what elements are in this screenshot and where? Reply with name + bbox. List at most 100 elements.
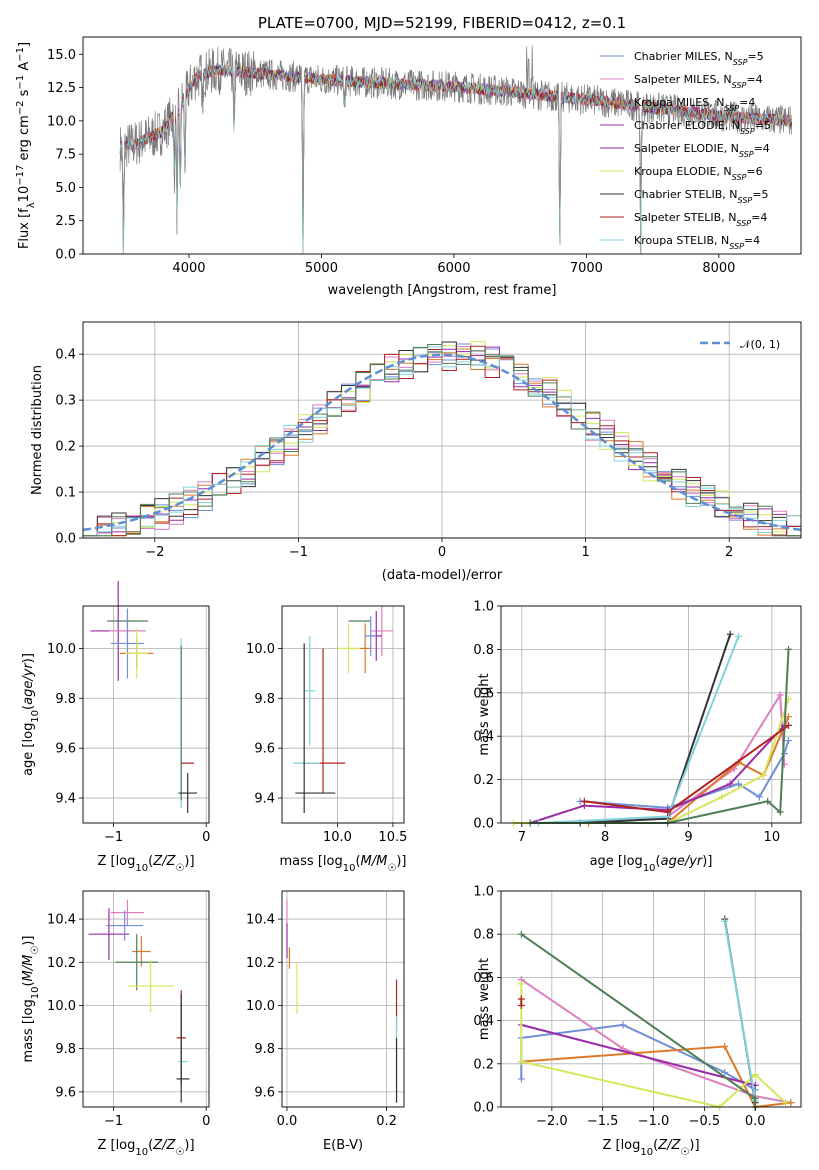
axes-frame [281, 890, 405, 1108]
weight-series-line [529, 724, 786, 824]
x-axis-label: age [log10(age/yr)] [590, 854, 713, 874]
y-tick-label: 9.4 [55, 792, 76, 807]
weight-series-line [521, 1045, 791, 1109]
weight-point-marker [517, 980, 525, 988]
y-tick-label: 0.0 [55, 532, 76, 547]
x-tick-label: 5000 [305, 261, 338, 276]
mass_vs_Z-panel: −1 0 9.6 9.8 10.0 10.2 10.4 Z [log10(Z/Z☉)] mass… [21, 890, 210, 1158]
model-spectrum-line [119, 64, 792, 254]
model-spectrum-line [119, 65, 793, 254]
y-tick-label: 0.4 [473, 730, 494, 745]
weight-point-marker [785, 713, 792, 721]
axes-frame [82, 605, 210, 824]
y-tick-label: 10.0 [47, 642, 76, 657]
x-axis-label: E(B-V) [323, 1138, 363, 1153]
y-tick-label: 10.2 [47, 956, 76, 971]
x-tick-label: −1 [104, 830, 123, 845]
legend-label: Chabrier ELODIE, NSSP=5 [634, 119, 771, 136]
weight-point-marker [785, 645, 792, 653]
x-tick-label: −1 [104, 1114, 123, 1129]
x-tick-label: 2 [725, 545, 733, 560]
y-axis-label: age [log10(age/yr)] [21, 653, 41, 776]
weight-point-marker [721, 1043, 729, 1051]
age_vs_mass-panel: 10.0 10.5 9.4 9.6 9.8 10.0 mass [log10(M/M☉)] [246, 605, 407, 874]
x-tick-label: 0.2 [376, 1114, 397, 1129]
histogram-series [83, 343, 801, 537]
x-tick-label: 1 [581, 545, 589, 560]
weight-point-marker [785, 737, 792, 745]
y-tick-label: 12.5 [47, 81, 76, 96]
y-tick-label: 9.8 [55, 692, 76, 707]
weight-point-marker [517, 1075, 525, 1083]
weight-point-marker [755, 793, 763, 801]
x-tick-label: −0.5 [689, 1114, 721, 1129]
axes-frame [82, 890, 210, 1108]
y-tick-label: 5.0 [55, 181, 76, 196]
axes-frame [281, 605, 405, 824]
y-tick-label: 7.5 [55, 148, 76, 163]
x-axis-label: wavelength [Angstrom, rest frame] [328, 283, 557, 298]
y-tick-label: 10.0 [47, 114, 76, 129]
legend-label: Salpeter STELIB, NSSP=4 [634, 211, 767, 228]
x-tick-label: −1 [289, 545, 308, 560]
x-tick-label: 10.5 [378, 830, 407, 845]
y-tick-label: 0.2 [55, 440, 76, 455]
y-tick-label: 9.8 [254, 692, 275, 707]
spectrum-plot [119, 45, 793, 254]
x-tick-label: 0 [438, 545, 446, 560]
weight-point-marker [721, 917, 729, 925]
y-tick-label: 9.8 [55, 1042, 76, 1057]
y-axis-label: mass [log10(M/M☉)] [21, 936, 41, 1063]
weight-point-marker [718, 793, 726, 801]
y-tick-label: 9.6 [254, 1085, 275, 1100]
weight-point-marker [782, 1099, 790, 1107]
weight-point-marker [785, 721, 792, 729]
x-tick-label: 7 [518, 830, 526, 845]
weight-point-marker [760, 771, 767, 779]
spectrum-legend: Chabrier MILES, NSSP=5 Salpeter MILES, NS… [600, 50, 771, 251]
x-tick-label: 0 [202, 830, 210, 845]
y-tick-label: 9.6 [254, 742, 275, 757]
y-tick-label: 0.8 [473, 643, 494, 658]
y-tick-label: 2.5 [55, 214, 76, 229]
axes-frame [500, 890, 802, 1108]
y-tick-label: 0.6 [473, 971, 494, 986]
legend-label: 𝒩(0, 1) [740, 338, 780, 351]
x-tick-label: 7000 [570, 261, 603, 276]
x-tick-label: 10 [764, 830, 781, 845]
y-tick-label: 15.0 [47, 48, 76, 63]
weight-point-marker [517, 1058, 525, 1066]
y-tick-label: 0.6 [473, 686, 494, 701]
x-axis-label: Z [log10(Z/Z☉)] [97, 1138, 194, 1158]
spectrum-panel: 4000 5000 6000 7000 8000 0.0 2.5 5.0 7.5 10.0 12.5… [15, 36, 802, 298]
x-tick-label: 10.0 [323, 830, 352, 845]
y-tick-label: 10.0 [246, 642, 275, 657]
weight-point-marker [517, 930, 525, 938]
gaussian-curve [82, 353, 802, 532]
legend-label: Chabrier STELIB, NSSP=5 [634, 188, 768, 205]
weight_vs_age-panel: 7 8 9 10 0.0 0.2 0.4 0.6 0.8 1.0 age [log10(age/yr… [473, 600, 802, 874]
weight-series-line [513, 698, 790, 824]
x-tick-label: 0.0 [745, 1114, 766, 1129]
x-tick-label: 4000 [172, 261, 205, 276]
y-axis-label: Flux [fλ10−17 erg cm−2 s−1 A−1] [15, 42, 37, 249]
residual-panel: −2 −1 0 1 2 0.0 0.1 0.2 0.3 0.4 (data-model)/error… [30, 321, 802, 583]
legend-label: Kroupa ELODIE, NSSP=6 [634, 165, 763, 182]
age_vs_Z-panel: −1 0 9.4 9.6 9.8 10.0 Z [log10(Z/Z☉)] age [log1… [21, 581, 210, 874]
axes-frame [500, 605, 802, 824]
figure-title: PLATE=0700, MJD=52199, FIBERID=0412, z=0… [258, 14, 626, 32]
weight-point-marker [517, 995, 525, 1003]
y-tick-label: 10.4 [246, 913, 275, 928]
y-tick-label: 10.0 [246, 999, 275, 1014]
weight-point-marker [619, 1021, 627, 1029]
y-tick-label: 0.2 [473, 1057, 494, 1072]
legend-label: Kroupa MILES, NSSP=4 [634, 96, 755, 113]
y-tick-label: 1.0 [473, 885, 494, 900]
y-tick-label: 0.0 [473, 817, 494, 832]
x-tick-label: 0 [202, 1114, 210, 1129]
weight-point-marker [751, 1071, 759, 1079]
x-tick-label: −1.5 [587, 1114, 619, 1129]
y-tick-label: 9.8 [254, 1042, 275, 1057]
x-axis-label: Z [log10(Z/Z☉)] [602, 1138, 699, 1158]
x-axis-label: mass [log10(M/M☉)] [280, 854, 407, 874]
